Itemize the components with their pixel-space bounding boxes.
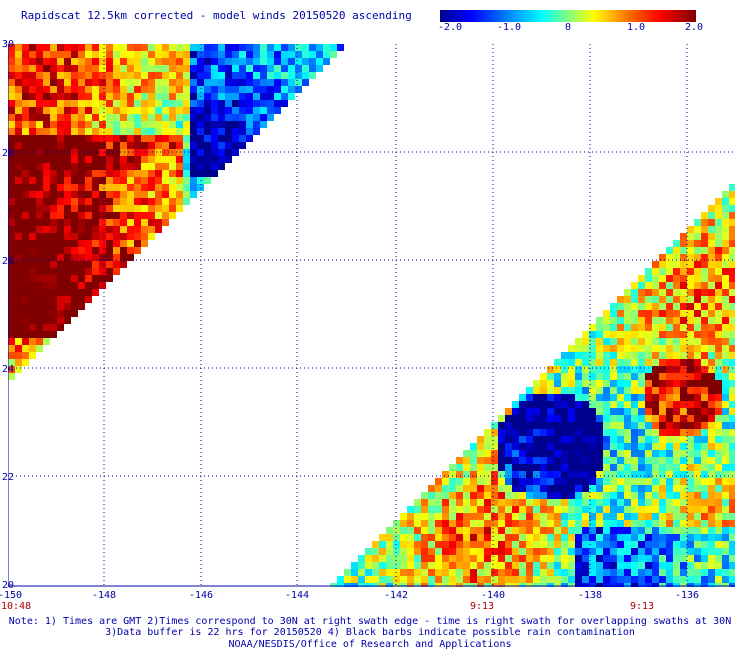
- lat-label-20: 20: [2, 580, 15, 591]
- lon-label-136: -136: [674, 590, 700, 601]
- colorbar-label-pos1: 1.0: [626, 22, 646, 33]
- swath-time-center: 9:13: [470, 601, 495, 612]
- lat-label-24: 24: [2, 364, 15, 375]
- colorbar-label-neg2: -2.0: [437, 22, 463, 33]
- lon-label-148: -148: [91, 590, 117, 601]
- note-line-1: Note: 1) Times are GMT 2)Times correspon…: [8, 616, 732, 627]
- swath-pixels: [8, 44, 735, 587]
- lat-label-30: 30: [2, 39, 15, 50]
- lon-label-140: -140: [480, 590, 506, 601]
- colorbar-label-neg1: -1.0: [496, 22, 522, 33]
- note-line-3: NOAA/NESDIS/Office of Research and Appli…: [228, 639, 512, 650]
- colorbar: -2.0 -1.0 0 1.0 2.0: [438, 10, 703, 33]
- lat-label-28: 28: [2, 148, 15, 159]
- lon-label-150: -150: [0, 590, 23, 601]
- lat-label-22: 22: [2, 472, 15, 483]
- lat-label-26: 26: [2, 256, 15, 267]
- colorbar-gradient: [440, 10, 696, 22]
- lon-label-146: -146: [188, 590, 214, 601]
- lon-label-142: -142: [383, 590, 409, 601]
- colorbar-label-pos2: 2.0: [684, 22, 704, 33]
- wind-difference-map: [8, 44, 735, 587]
- lon-label-144: -144: [284, 590, 310, 601]
- swath-time-right: 9:13: [630, 601, 655, 612]
- swath-time-left: 10:48: [1, 601, 32, 612]
- map-title: Rapidscat 12.5km corrected - model winds…: [21, 9, 412, 22]
- colorbar-label-zero: 0: [564, 22, 572, 33]
- lon-label-138: -138: [577, 590, 603, 601]
- note-line-2: 3)Data buffer is 22 hrs for 20150520 4) …: [105, 627, 635, 638]
